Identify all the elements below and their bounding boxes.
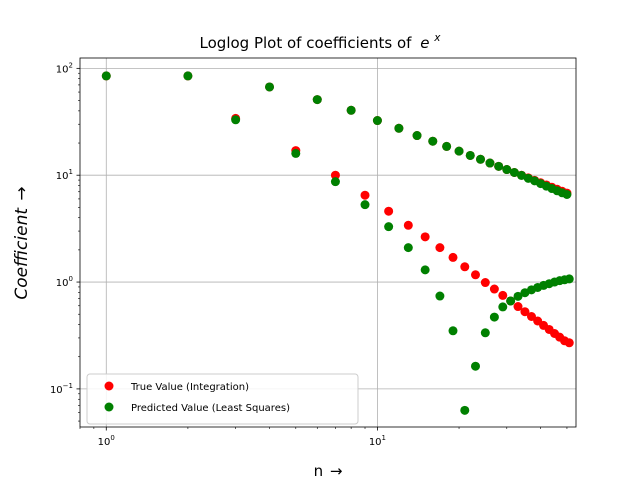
axes bbox=[79, 57, 577, 428]
predicted-value-point bbox=[360, 200, 370, 210]
x-axis-label-arrow: → bbox=[330, 462, 343, 480]
predicted-value-point bbox=[564, 274, 574, 284]
true-value-point bbox=[513, 302, 523, 312]
y-tick-label: 102 bbox=[56, 61, 73, 75]
predicted-value-point bbox=[291, 148, 301, 158]
predicted-value-point bbox=[562, 189, 572, 199]
predicted-value-point bbox=[346, 105, 356, 115]
predicted-value-point bbox=[480, 328, 490, 338]
x-axis-label: n → bbox=[314, 462, 343, 480]
predicted-value-point bbox=[420, 265, 430, 275]
predicted-value-point bbox=[460, 405, 470, 415]
predicted-value-point bbox=[448, 326, 458, 336]
y-tick-label: 100 bbox=[56, 275, 73, 289]
predicted-value-point bbox=[394, 123, 404, 133]
predicted-value-point bbox=[517, 170, 527, 180]
predicted-value-point bbox=[428, 136, 438, 146]
true-value-point bbox=[470, 270, 480, 280]
predicted-value-point bbox=[183, 71, 193, 81]
true-value-point bbox=[460, 262, 470, 272]
y-tick-label: 101 bbox=[56, 168, 73, 182]
ticks: 100 101 10−1 100 101 102 bbox=[50, 61, 568, 448]
true-value-point bbox=[489, 284, 499, 294]
true-value-point bbox=[564, 338, 574, 348]
predicted-value-point bbox=[330, 177, 340, 187]
legend-marker-predicted-value bbox=[104, 402, 114, 412]
true-value-point bbox=[384, 206, 394, 216]
y-axis-label: Coefficient → bbox=[12, 186, 32, 299]
true-value-point bbox=[435, 243, 445, 253]
predicted-value-point bbox=[489, 312, 499, 322]
predicted-value-point bbox=[435, 291, 445, 301]
legend-marker-true-value bbox=[104, 381, 114, 391]
predicted-value-point bbox=[231, 115, 241, 125]
predicted-value-point bbox=[403, 243, 413, 253]
predicted-value-point bbox=[498, 302, 508, 312]
predicted-value-point bbox=[513, 291, 523, 301]
predicted-value-point bbox=[506, 296, 516, 306]
predicted-value-point bbox=[470, 361, 480, 371]
data-points bbox=[101, 71, 574, 415]
predicted-value-point bbox=[265, 82, 275, 92]
x-tick-label: 101 bbox=[369, 434, 386, 448]
true-value-point bbox=[498, 290, 508, 300]
chart-title-text: Loglog Plot of coefficients of bbox=[200, 34, 413, 52]
y-axis-label-text: Coefficient bbox=[12, 207, 32, 300]
x-axis-label-text: n bbox=[314, 462, 324, 480]
y-axis-label-arrow: → bbox=[12, 186, 32, 200]
predicted-value-point bbox=[384, 222, 394, 232]
predicted-value-point bbox=[485, 158, 495, 168]
predicted-value-point bbox=[476, 154, 486, 164]
true-value-point bbox=[480, 278, 490, 288]
y-tick-label: 10−1 bbox=[50, 382, 73, 396]
legend-box bbox=[86, 373, 359, 425]
predicted-value-point bbox=[502, 165, 512, 175]
legend: True Value (Integration) Predicted Value… bbox=[86, 373, 359, 425]
predicted-value-point bbox=[101, 71, 111, 81]
predicted-value-point bbox=[412, 131, 422, 141]
true-value-point bbox=[360, 190, 370, 200]
x-tick-label: 100 bbox=[98, 434, 115, 448]
true-value-point bbox=[420, 232, 430, 242]
chart-title-math: e bbox=[420, 34, 429, 52]
true-value-point bbox=[403, 220, 413, 230]
predicted-value-point bbox=[509, 168, 519, 178]
plot-frame bbox=[79, 57, 577, 428]
predicted-value-point bbox=[312, 95, 322, 105]
predicted-value-point bbox=[465, 150, 475, 160]
chart-title-math-sup: x bbox=[433, 32, 441, 44]
predicted-value-point bbox=[454, 146, 464, 156]
predicted-value-point bbox=[372, 116, 382, 126]
true-value-point bbox=[520, 307, 530, 317]
predicted-value-point bbox=[494, 161, 504, 171]
chart-title: Loglog Plot of coefficients of e x bbox=[200, 32, 442, 52]
legend-label-true-value: True Value (Integration) bbox=[130, 382, 249, 393]
predicted-value-point bbox=[442, 141, 452, 151]
legend-label-predicted-value: Predicted Value (Least Squares) bbox=[131, 403, 290, 414]
true-value-point bbox=[330, 170, 340, 180]
true-value-point bbox=[526, 312, 536, 322]
true-value-point bbox=[448, 252, 458, 262]
